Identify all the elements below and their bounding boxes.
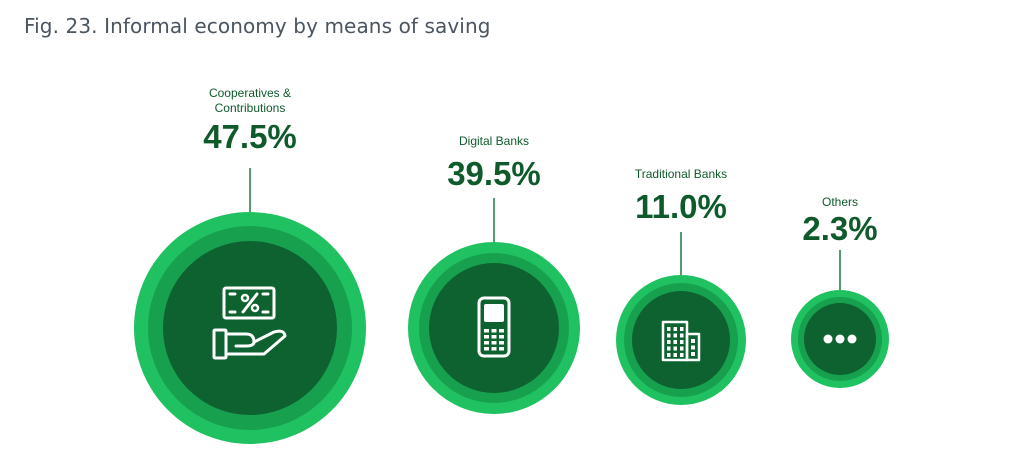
phone-key — [484, 341, 489, 345]
category-label: Cooperatives & Contributions — [209, 86, 291, 115]
category-label-line: Traditional Banks — [635, 167, 727, 181]
phone-key — [491, 335, 497, 339]
category-label-line: Digital Banks — [459, 134, 529, 148]
building-window — [673, 333, 677, 338]
building-window — [680, 346, 684, 351]
banknote-corners — [228, 292, 270, 314]
building-window — [673, 353, 677, 357]
category-label-line: Others — [822, 195, 858, 209]
mobile-phone-icon — [477, 296, 511, 358]
building-window — [680, 340, 684, 344]
building-window — [691, 352, 695, 356]
category-label: Digital Banks — [459, 134, 529, 148]
phone-key — [484, 329, 489, 333]
phone-key — [491, 341, 497, 345]
dot — [835, 334, 845, 344]
bubble-core — [163, 241, 337, 415]
building-window — [691, 339, 695, 343]
hand-cuff — [212, 328, 228, 360]
building-window — [673, 346, 677, 351]
bubble-item: Traditional Banks 11.0% — [616, 167, 746, 405]
building-window — [667, 333, 671, 338]
building-window — [667, 353, 671, 357]
building-window — [667, 340, 671, 344]
building-window — [667, 346, 671, 351]
value-label: 39.5% — [447, 155, 541, 192]
phone-key — [484, 347, 489, 351]
percent-dot-top — [240, 293, 250, 303]
building-window — [691, 345, 695, 350]
building-window — [673, 340, 677, 344]
banknote-shape — [222, 286, 276, 320]
dot — [823, 334, 833, 344]
hand-outline — [224, 329, 287, 356]
percent-slash — [241, 292, 259, 314]
phone-key — [499, 347, 504, 351]
building-window — [680, 327, 684, 331]
bubble-item: Cooperatives & Contributions 47.5% — [134, 86, 366, 444]
bubble-item: Digital Banks 39.5% — [408, 134, 580, 414]
phone-screen — [484, 304, 504, 322]
category-label-line: Cooperatives & — [209, 86, 291, 100]
value-label: 11.0% — [635, 188, 727, 225]
dot — [847, 334, 857, 344]
value-label: 2.3% — [802, 210, 877, 247]
phone-key — [491, 329, 497, 333]
bubble-core — [429, 263, 559, 393]
category-label-line: Contributions — [215, 101, 286, 115]
category-label: Others — [822, 195, 858, 209]
phone-key — [499, 335, 504, 339]
building-window — [673, 327, 677, 331]
value-label: 47.5% — [203, 118, 297, 155]
building-window — [667, 327, 671, 331]
building-annex — [685, 332, 701, 362]
more-dots-icon — [823, 334, 857, 344]
building-window — [680, 353, 684, 357]
phone-key — [484, 335, 489, 339]
percent-dot-bottom — [250, 303, 260, 313]
money-hand-icon — [212, 286, 287, 360]
building-window — [680, 333, 684, 338]
category-label: Traditional Banks — [635, 167, 727, 181]
phone-key — [499, 341, 504, 345]
phone-key — [491, 347, 497, 351]
phone-body — [477, 296, 511, 358]
phone-key — [499, 329, 504, 333]
page-title: Fig. 23. Informal economy by means of sa… — [24, 14, 491, 38]
building-icon — [661, 320, 701, 362]
